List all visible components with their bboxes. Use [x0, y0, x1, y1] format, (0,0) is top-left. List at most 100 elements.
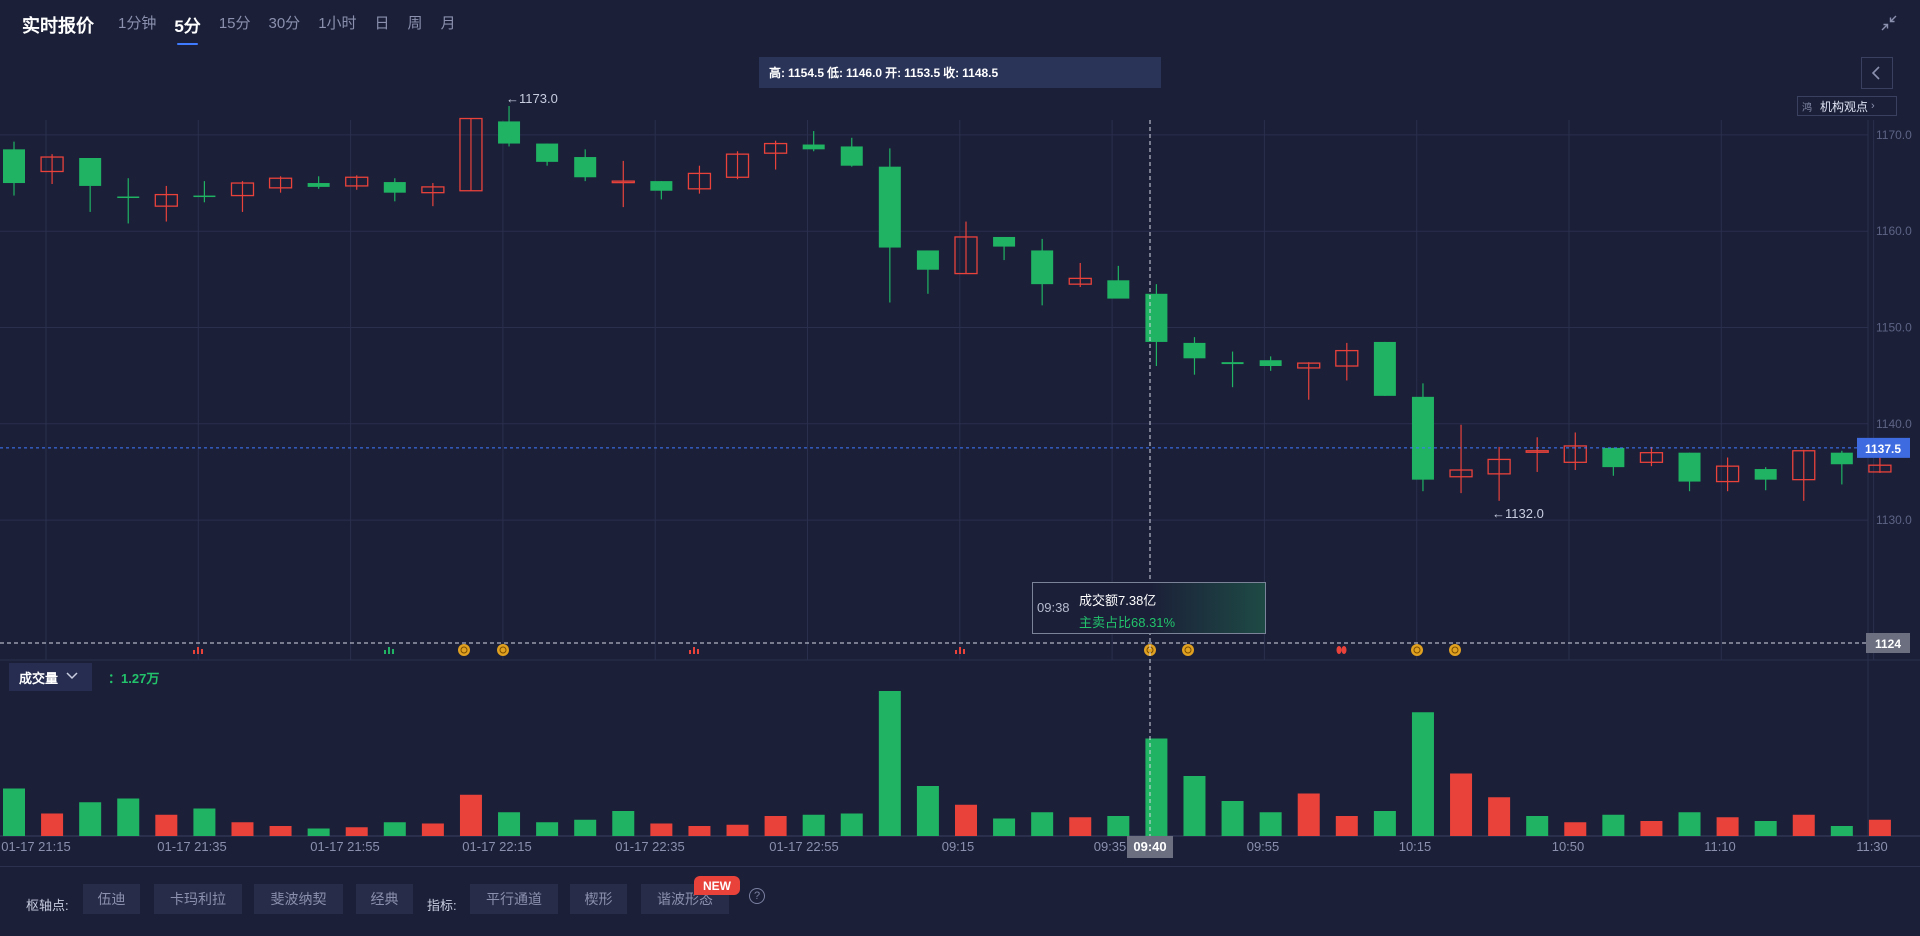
- volume-bar: [1411, 712, 1434, 836]
- top-bar: 实时报价 1分钟 5分 15分 30分 1小时 日 周 月: [0, 0, 1920, 46]
- volume-bar: [1640, 821, 1663, 836]
- high-label: 高:: [769, 66, 785, 80]
- candle-body: [1335, 349, 1359, 367]
- candle-body: [878, 166, 901, 248]
- current-price-badge: [1857, 437, 1910, 458]
- candle-body: [268, 177, 293, 189]
- time-axis-label: 01-17 21:15: [1, 839, 70, 854]
- coin-icon-inner: [1451, 646, 1459, 654]
- tooltip-sell-ratio: 主卖占比68.31%: [1079, 615, 1176, 630]
- time-axis-label: 10:50: [1552, 839, 1585, 854]
- volume-bar: [3, 788, 25, 836]
- volume-bar: [1716, 817, 1739, 836]
- volume-value: ：1.27万: [108, 671, 160, 686]
- pivot-camarilla-button[interactable]: 卡玛利拉: [154, 884, 242, 914]
- indicator-parallel-channel-button[interactable]: 平行通道: [470, 884, 558, 914]
- volume-bar: [1830, 826, 1853, 836]
- pivot-fibonacci-button[interactable]: 斐波纳契: [254, 884, 343, 914]
- tab-30min[interactable]: 30分: [268, 15, 301, 32]
- volume-bar: [345, 827, 368, 836]
- volume-bar: [1564, 822, 1587, 836]
- tooltip-turnover: 成交额7.38亿: [1079, 593, 1157, 608]
- tab-month[interactable]: 月: [440, 15, 456, 32]
- candle-body: [498, 121, 521, 144]
- time-axis-label: 01-17 22:55: [769, 839, 838, 854]
- signal-drop-icon: [1336, 646, 1342, 654]
- volume-bar: [916, 786, 939, 836]
- volume-bar: [1792, 814, 1815, 836]
- candle-body: [650, 181, 673, 191]
- pivot-woodie-button[interactable]: 伍迪: [83, 884, 140, 914]
- time-axis-label: 09:15: [942, 839, 975, 854]
- candle-body: [117, 196, 140, 199]
- chevron-left-icon[interactable]: [1861, 57, 1893, 89]
- candle-body: [916, 250, 939, 270]
- tab-1hour[interactable]: 1小时: [318, 15, 357, 32]
- chevron-down-icon: [66, 671, 78, 683]
- signal-bars-icon: [388, 647, 390, 654]
- candle-body: [1449, 469, 1473, 478]
- volume-bar: [1069, 817, 1092, 836]
- price-tick-label: 1150.0: [1876, 320, 1912, 334]
- volume-bar: [1526, 816, 1549, 836]
- candlestick-chart[interactable]: 1170.0 1160.0 1150.0 1140.0 1130.0 01-17 21:…: [0, 0, 1920, 870]
- candle-body: [1031, 250, 1054, 285]
- signal-bars-icon: [693, 647, 695, 654]
- volume-bar: [688, 826, 711, 836]
- volume-indicator-select[interactable]: 成交量: [9, 663, 92, 691]
- interval-tabs: 1分钟 5分 15分 30分 1小时 日 周 月: [118, 12, 474, 45]
- candle-body: [1373, 341, 1396, 396]
- coin-icon: [458, 644, 470, 656]
- new-badge: NEW: [694, 876, 740, 895]
- candle-body: [230, 182, 255, 197]
- volume-bar: [1145, 738, 1168, 836]
- volume-bar: [1602, 814, 1625, 836]
- volume-bar: [1678, 812, 1701, 836]
- candle-body: [1259, 360, 1282, 367]
- candle-body: [154, 193, 178, 207]
- volume-bar: [878, 691, 901, 836]
- indicator-wedge-button[interactable]: 楔形: [570, 884, 627, 914]
- candle-body: [954, 236, 978, 275]
- tab-5min[interactable]: 5分: [174, 12, 201, 45]
- indicator-harmonic-pattern-button[interactable]: 谐波形态: [641, 884, 729, 914]
- volume-bar: [840, 813, 863, 836]
- volume-bar: [1754, 821, 1777, 836]
- candle-body: [1830, 452, 1853, 465]
- candle-body: [611, 180, 635, 184]
- candle-body: [1639, 452, 1664, 463]
- candle-body: [3, 149, 25, 184]
- collapse-icon[interactable]: [1880, 14, 1898, 32]
- price-tick-label: 1160.0: [1876, 224, 1912, 238]
- help-icon[interactable]: ?: [749, 888, 765, 904]
- volume-bar: [955, 804, 977, 836]
- coin-icon-inner: [1413, 646, 1421, 654]
- tab-15min[interactable]: 15分: [218, 15, 251, 32]
- tab-week[interactable]: 周: [407, 15, 423, 32]
- institution-view-button[interactable]: 鸿 机构观点 ›: [1797, 96, 1897, 116]
- signal-bars-icon: [201, 649, 203, 654]
- pivot-classic-button[interactable]: 经典: [356, 884, 413, 914]
- tab-1min[interactable]: 1分钟: [118, 15, 157, 32]
- close-value: 1148.5: [962, 65, 999, 80]
- time-axis-label: 01-17 21:55: [310, 839, 379, 854]
- open-value: 1153.5: [904, 65, 941, 80]
- bottom-toolbar: 枢轴点: 指标:: [0, 866, 1920, 936]
- candle-body: [459, 117, 483, 192]
- volume-bar: [726, 824, 749, 836]
- candle-body: [1183, 342, 1206, 359]
- candle-body: [1563, 445, 1587, 463]
- institution-view-label: 机构观点: [1820, 99, 1869, 114]
- volume-bar: [1488, 797, 1511, 836]
- level-label: 1124: [1875, 637, 1901, 651]
- volume-bar: [307, 828, 330, 836]
- candle-body: [1868, 464, 1892, 473]
- volume-bar: [155, 814, 178, 836]
- candle-body: [1221, 362, 1244, 365]
- tab-day[interactable]: 日: [374, 15, 390, 32]
- candle-body: [1487, 458, 1511, 475]
- candle-body: [193, 195, 216, 198]
- candle-body: [383, 182, 406, 193]
- volume-bar: [1335, 816, 1358, 836]
- volume-bar: [41, 813, 64, 836]
